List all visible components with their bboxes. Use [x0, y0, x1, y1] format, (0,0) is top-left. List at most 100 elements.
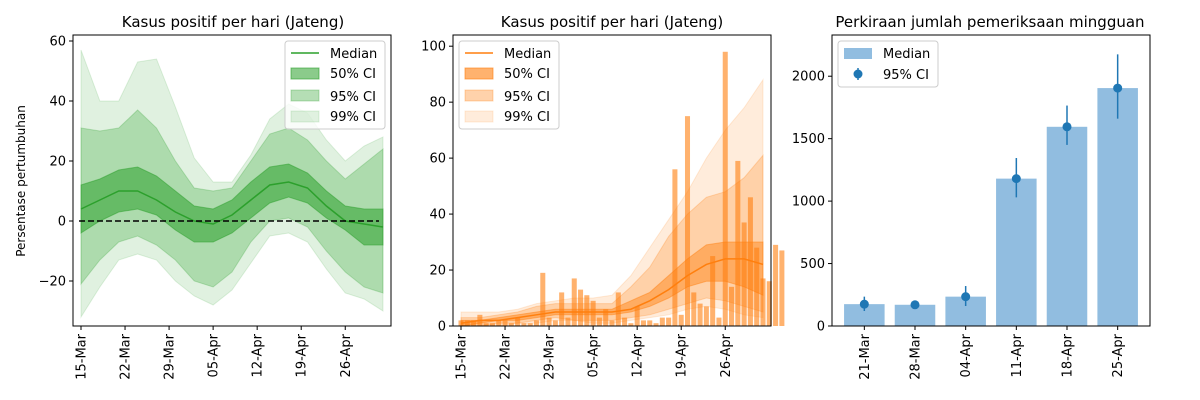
- tests-plot-area: [844, 54, 1138, 326]
- cases-daily-bar: [678, 314, 684, 326]
- cases-daily-bar: [622, 317, 628, 326]
- cases-legend-ci99: 99% CI: [504, 110, 550, 125]
- cases-daily-bar: [552, 320, 558, 326]
- cases-xtick-label: 26-Apr: [719, 333, 734, 377]
- cases-legend-ci50-swatch: [464, 67, 494, 80]
- cases-daily-bar: [559, 292, 565, 326]
- cases-daily-bar: [483, 323, 489, 326]
- cases-ci99-band: [460, 78, 764, 327]
- tests-legend: Median 95% CI: [837, 40, 939, 88]
- cases-daily-bar: [722, 51, 728, 327]
- growth-median-line: [80, 181, 384, 228]
- tests-y-axis: 0 500 1000 1500 2000: [792, 70, 832, 335]
- cases-daily-bar: [729, 286, 735, 326]
- cases-daily-bar: [546, 317, 552, 326]
- cases-daily-bar: [540, 272, 546, 326]
- growth-chart: Kasus positif per hari (Jateng) Persenta…: [14, 13, 392, 380]
- tests-ytick-label: 1500: [792, 132, 825, 147]
- cases-daily-bar: [691, 292, 697, 326]
- cases-daily-bar: [615, 292, 621, 326]
- tests-bar: [996, 178, 1037, 326]
- cases-legend-median: Median: [504, 47, 551, 62]
- cases-daily-bar: [766, 281, 772, 326]
- tests-bar: [1046, 126, 1088, 326]
- cases-daily-bar: [489, 323, 495, 326]
- growth-plot-frame: [72, 34, 392, 327]
- tests-ytick-label: 500: [800, 257, 825, 272]
- tests-median-point: [961, 292, 971, 302]
- tests-bar: [844, 304, 885, 326]
- growth-xtick-label: 12-Apr: [251, 333, 266, 377]
- cases-daily-bar: [640, 320, 646, 326]
- cases-daily-bar: [508, 323, 514, 326]
- cases-daily-bar: [628, 323, 634, 326]
- growth-legend-frame: [284, 40, 386, 130]
- cases-daily-bar: [571, 278, 577, 326]
- cases-xtick-label: 15-Mar: [455, 333, 470, 379]
- growth-legend-ci95-swatch: [290, 89, 320, 102]
- growth-xtick-label: 26-Apr: [339, 333, 354, 377]
- growth-legend-ci99: 99% CI: [330, 110, 376, 125]
- cases-ci95-band: [460, 153, 764, 327]
- cases-x-axis: 15-Mar 22-Mar 29-Mar 05-Apr 12-Apr 19-Apr 26-A…: [455, 326, 734, 380]
- cases-xtick-label: 22-Mar: [499, 333, 514, 379]
- cases-ytick-label: 100: [421, 40, 446, 55]
- cases-ytick-label: 40: [429, 208, 446, 223]
- cases-ytick-label: 0: [438, 320, 446, 335]
- cases-daily-bar: [471, 320, 477, 326]
- growth-ytick-label: 20: [49, 155, 66, 170]
- tests-median-point: [1113, 83, 1123, 93]
- cases-daily-bar: [703, 306, 709, 326]
- tests-plot-frame: [831, 34, 1151, 327]
- cases-daily-bar: [697, 303, 703, 326]
- tests-legend-ci95-marker: [853, 69, 863, 79]
- tests-ytick-label: 2000: [792, 70, 825, 85]
- cases-daily-bar: [464, 320, 470, 326]
- growth-ytick-label: 40: [49, 95, 66, 110]
- cases-daily-bar: [603, 309, 609, 326]
- tests-legend-median-swatch: [844, 48, 872, 59]
- growth-ytick-label: 60: [49, 35, 66, 50]
- cases-daily-bar: [521, 323, 527, 326]
- cases-daily-bar: [590, 300, 596, 326]
- cases-legend-frame: [458, 40, 560, 130]
- tests-xtick-label: 18-Apr: [1061, 333, 1076, 377]
- cases-ytick-label: 60: [429, 152, 446, 167]
- cases-daily-bar: [716, 317, 722, 326]
- cases-daily-bar: [565, 317, 571, 326]
- cases-daily-bar: [773, 244, 779, 326]
- tests-xtick-label: 04-Apr: [959, 333, 974, 377]
- tests-legend-median: Median: [883, 47, 930, 62]
- tests-median-point: [910, 300, 920, 310]
- cases-legend-ci50: 50% CI: [504, 67, 550, 82]
- cases-daily-bar: [659, 317, 665, 326]
- tests-xtick-label: 28-Mar: [909, 333, 924, 379]
- tests-x-axis: 21-Mar 28-Mar 04-Apr 11-Apr 18-Apr 25-Apr: [858, 326, 1126, 380]
- tests-chart-title: Perkiraan jumlah pemeriksaan mingguan: [835, 13, 1144, 31]
- growth-y-axis: −20 0 20 40 60: [39, 35, 73, 290]
- growth-legend-ci50: 50% CI: [330, 67, 376, 82]
- cases-plot-frame: [452, 34, 772, 327]
- cases-daily-bar: [779, 250, 785, 326]
- cases-daily-bar: [653, 323, 659, 326]
- cases-daily-bar: [735, 160, 741, 326]
- cases-daily-bar: [760, 278, 766, 326]
- cases-legend: Median 50% CI 95% CI 99% CI: [458, 40, 560, 130]
- growth-chart-title: Kasus positif per hari (Jateng): [122, 13, 344, 31]
- cases-daily-bar: [502, 320, 508, 326]
- cases-daily-bar: [747, 197, 753, 326]
- tests-ytick-label: 1000: [792, 195, 825, 210]
- cases-daily-bar: [666, 317, 672, 326]
- cases-daily-bar: [515, 317, 521, 326]
- tests-legend-ci95: 95% CI: [883, 68, 929, 83]
- cases-daily-bar: [634, 306, 640, 326]
- tests-xtick-label: 11-Apr: [1010, 333, 1025, 377]
- cases-ci50-band: [460, 241, 764, 327]
- growth-xtick-label: 15-Mar: [75, 333, 90, 379]
- cases-daily-bar: [584, 295, 590, 326]
- growth-xtick-label: 22-Mar: [119, 333, 134, 379]
- growth-x-axis: 15-Mar 22-Mar 29-Mar 05-Apr 12-Apr 19-Apr 26-A…: [75, 326, 354, 380]
- cases-legend-ci95: 95% CI: [504, 90, 550, 105]
- growth-legend-ci50-swatch: [290, 67, 320, 80]
- growth-xtick-label: 29-Mar: [163, 333, 178, 379]
